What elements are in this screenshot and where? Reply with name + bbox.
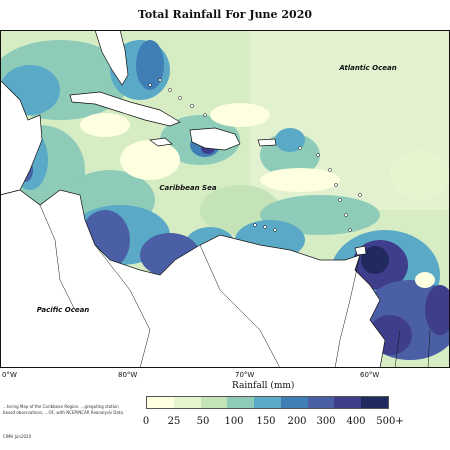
rainfall-map: Atlantic Ocean Caribbean Sea Pacific Oce… — [0, 30, 450, 368]
colorbar-swatch — [227, 397, 255, 408]
colorbar-swatch — [254, 397, 281, 408]
colorbar-label: 25 — [167, 416, 181, 427]
colorbar-label: 150 — [256, 416, 276, 427]
colorbar-label: 200 — [287, 416, 307, 427]
small-islands — [148, 78, 362, 232]
colorbar-label: 100 — [224, 416, 244, 427]
jamaica-island — [149, 137, 173, 147]
puerto-rico-island — [257, 138, 277, 147]
map-title: Total Rainfall For June 2020 — [137, 8, 313, 21]
colorbar-label: 0 — [142, 416, 150, 427]
lon-tick-0: 0°W — [2, 371, 17, 379]
rainfall-map-svg: Atlantic Ocean Caribbean Sea Pacific Oce… — [0, 30, 450, 368]
caribbean-sea-label: Caribbean Sea — [159, 184, 216, 192]
florida-land — [94, 30, 129, 86]
lon-tick-80w: 80°W — [118, 371, 138, 379]
colorbar-title: Rainfall (mm) — [232, 381, 295, 391]
south-america-land — [0, 189, 386, 368]
trinidad-island — [354, 245, 367, 256]
colorbar-swatch — [147, 397, 174, 408]
colorbar-label: 300 — [316, 416, 336, 427]
cuba-island — [69, 91, 181, 127]
colorbar-label: 50 — [196, 416, 210, 427]
colorbar-label: 400 — [346, 416, 366, 427]
country-borders — [39, 204, 431, 368]
lon-tick-60w: 60°W — [360, 371, 380, 379]
colorbar-swatch — [361, 397, 389, 408]
rainfall-colorbar — [146, 396, 389, 409]
colorbar-swatch — [280, 397, 308, 408]
land-masses — [0, 30, 386, 368]
colorbar-label: 500+ — [376, 416, 404, 427]
atlantic-ocean-label: Atlantic Ocean — [338, 64, 396, 72]
credit-text: ...toring Map of the Caribbean Region. .… — [3, 404, 123, 415]
lon-tick-70w: 70°W — [235, 371, 255, 379]
colorbar-swatch — [173, 397, 201, 408]
credit-code: CIMH Jun2020 — [3, 434, 32, 439]
colorbar-swatch — [200, 397, 228, 408]
colorbar-swatch — [334, 397, 362, 408]
hispaniola-island — [189, 127, 241, 151]
pacific-ocean-label: Pacific Ocean — [37, 306, 90, 314]
colorbar-swatch — [307, 397, 335, 408]
